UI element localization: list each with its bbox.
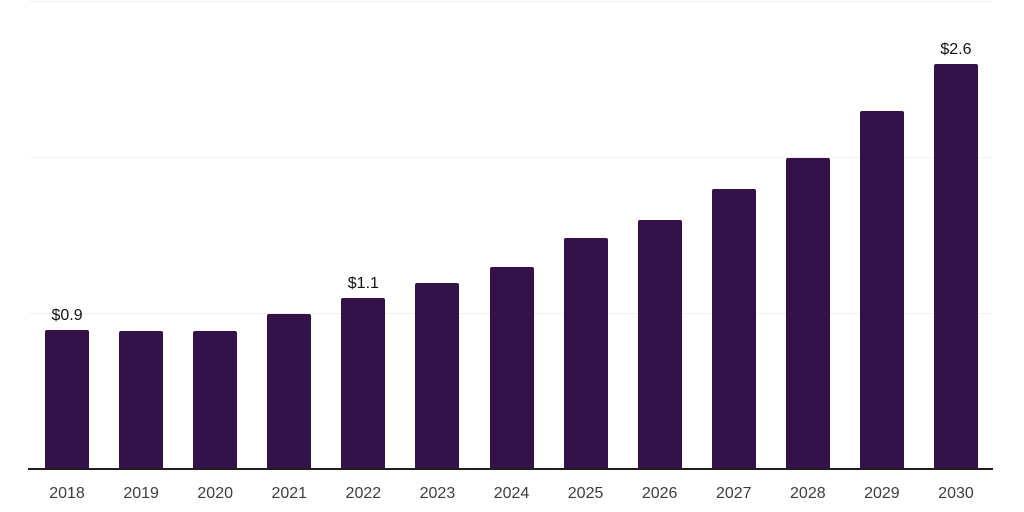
bar-2023	[415, 282, 460, 470]
x-tick-2023: 2023	[419, 485, 456, 502]
x-tick-2020: 2020	[197, 485, 233, 502]
bar-2022	[341, 298, 386, 470]
x-tick-2030: 2030	[938, 485, 974, 502]
bar-slot-2025	[549, 2, 623, 470]
plot-area: $0.9 $1.1 $2.6	[30, 1, 993, 470]
x-tick-2025: 2025	[567, 485, 604, 502]
x-axis-labels: 2018 2019 2020 2021 2022 2023 2024 2025 2026 2027…	[30, 486, 993, 502]
bar-2020	[193, 331, 238, 470]
bar-2029	[859, 111, 904, 470]
bar-2030	[933, 64, 978, 470]
x-tick-2022: 2022	[345, 485, 382, 502]
x-tick-2028: 2028	[790, 485, 826, 502]
bar-slot-2022: $1.1	[326, 2, 400, 470]
bar-2026	[637, 220, 682, 470]
gridline-3	[30, 1, 993, 2]
bar-2019	[119, 331, 164, 470]
bar-2027	[711, 189, 756, 470]
bars-row: $0.9 $1.1 $2.6	[30, 2, 993, 470]
x-tick-2024: 2024	[493, 485, 530, 502]
x-tick-2021: 2021	[271, 485, 308, 502]
x-tick-2019: 2019	[123, 485, 159, 502]
bar-slot-2028	[771, 2, 845, 470]
data-label-2030: $2.6	[940, 41, 972, 59]
bar-2028	[785, 158, 830, 470]
bar-slot-2020	[178, 2, 252, 470]
bar-slot-2026	[623, 2, 697, 470]
gridline-2	[30, 157, 993, 159]
data-label-2022: $1.1	[347, 275, 379, 293]
x-tick-2027: 2027	[715, 485, 752, 502]
x-tick-2018: 2018	[49, 485, 85, 502]
bar-slot-2018: $0.9	[30, 2, 104, 470]
bar-2021	[267, 314, 312, 470]
x-axis-line	[28, 468, 993, 470]
bar-slot-2030: $2.6	[919, 2, 993, 470]
bar-slot-2027	[697, 2, 771, 470]
data-label-2018: $0.9	[51, 306, 83, 324]
bar-2025	[563, 237, 608, 470]
bar-slot-2019	[104, 2, 178, 470]
bar-slot-2021	[252, 2, 326, 470]
bar-2024	[489, 267, 534, 470]
bar-slot-2023	[400, 2, 474, 470]
bar-slot-2024	[474, 2, 548, 470]
bar-slot-2029	[845, 2, 919, 470]
x-tick-2029: 2029	[864, 485, 900, 502]
x-tick-2026: 2026	[641, 485, 678, 502]
bar-2018	[45, 329, 90, 470]
